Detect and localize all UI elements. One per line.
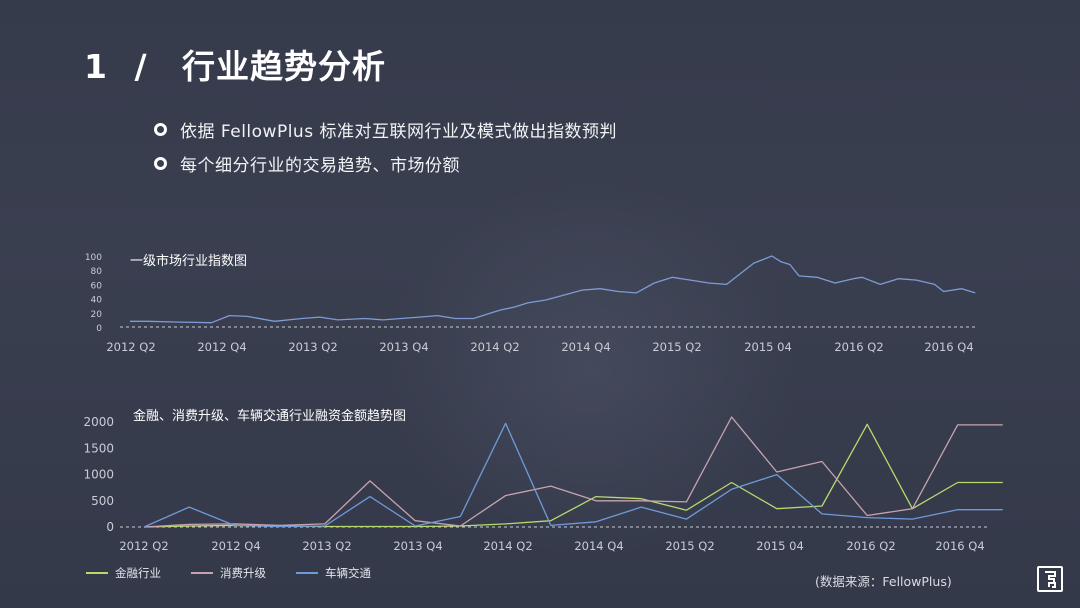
x-tick-label: 2015 04	[744, 340, 792, 354]
x-tick-label: 2015 04	[756, 539, 804, 553]
x-tick-label: 2013 Q2	[288, 340, 337, 354]
legend-label: 消费升级	[220, 566, 266, 580]
legend-swatch-finance	[86, 572, 108, 574]
x-tick-label: 2015 Q2	[665, 539, 714, 553]
y-tick-label: 500	[91, 494, 114, 508]
legend-label: 车辆交通	[325, 566, 371, 580]
y-tick-label: 100	[85, 253, 102, 263]
y-tick-label: 1000	[83, 468, 114, 482]
x-tick-label: 2013 Q2	[302, 539, 351, 553]
x-tick-label: 2012 Q4	[197, 340, 246, 354]
x-tick-label: 2014 Q4	[561, 340, 610, 354]
legend-label: 金融行业	[115, 566, 161, 580]
section-number: 1	[84, 47, 108, 86]
x-tick-label: 2014 Q2	[483, 539, 532, 553]
title-separator: /	[134, 47, 148, 86]
bullet-list: 依据 FellowPlus 标准对互联网行业及模式做出指数预判 每个细分行业的交…	[154, 112, 617, 180]
index-chart-title: 一级市场行业指数图	[130, 254, 248, 269]
title-text: 行业趋势分析	[182, 47, 387, 86]
legend-item-finance: 金融行业	[86, 565, 161, 581]
x-tick-label: 2015 Q2	[652, 340, 701, 354]
legend: 金融行业 消费升级 车辆交通	[86, 565, 401, 581]
bullet-text: 依据 FellowPlus 标准对互联网行业及模式做出指数预判	[180, 121, 617, 142]
series-line-0	[130, 255, 976, 324]
x-tick-label: 2016 Q4	[924, 340, 973, 354]
x-tick-label: 2012 Q4	[211, 539, 260, 553]
series-line-2	[143, 422, 1003, 528]
x-tick-label: 2016 Q2	[834, 340, 883, 354]
series-line-0	[143, 423, 1003, 528]
funding-chart-title: 金融、消费升级、车辆交通行业融资金额趋势图	[133, 409, 407, 424]
legend-item-consumer: 消费升级	[191, 565, 266, 581]
x-tick-label: 2014 Q4	[574, 539, 623, 553]
y-tick-label: 2000	[83, 415, 114, 429]
x-tick-label: 2012 Q2	[119, 539, 168, 553]
series-line-1	[143, 416, 1003, 528]
y-tick-label: 1500	[83, 441, 114, 455]
x-tick-label: 2012 Q2	[106, 340, 155, 354]
bullet-dot-icon	[154, 156, 167, 170]
bullet-text: 每个细分行业的交易趋势、市场份额	[180, 155, 460, 176]
legend-swatch-vehicle	[296, 572, 318, 574]
y-tick-label: 60	[91, 281, 103, 291]
y-tick-label: 0	[106, 520, 114, 534]
y-tick-label: 20	[91, 310, 103, 320]
bullet-item: 依据 FellowPlus 标准对互联网行业及模式做出指数预判	[154, 112, 617, 146]
fellowplus-logo-icon	[1037, 566, 1063, 592]
x-tick-label: 2013 Q4	[393, 539, 442, 553]
x-tick-label: 2016 Q2	[846, 539, 895, 553]
x-tick-label: 2013 Q4	[379, 340, 428, 354]
x-tick-label: 2014 Q2	[470, 340, 519, 354]
legend-item-vehicle: 车辆交通	[296, 565, 371, 581]
y-tick-label: 80	[91, 267, 103, 277]
x-tick-label: 2016 Q4	[935, 539, 984, 553]
page-title: 1 / 行业趋势分析	[84, 40, 386, 88]
y-tick-label: 0	[96, 324, 102, 334]
legend-swatch-consumer	[191, 572, 213, 574]
data-source-note: (数据来源：FellowPlus)	[815, 574, 952, 589]
bullet-item: 每个细分行业的交易趋势、市场份额	[154, 146, 617, 180]
y-tick-label: 40	[91, 296, 103, 306]
bullet-dot-icon	[154, 122, 167, 136]
